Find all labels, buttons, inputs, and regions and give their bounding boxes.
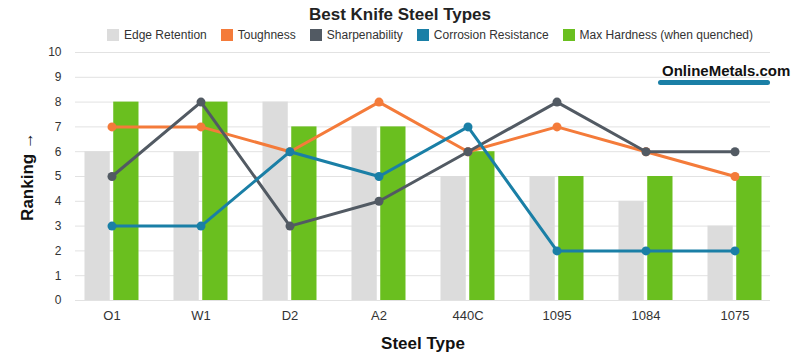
svg-text:3: 3 <box>55 219 62 233</box>
html-text:Edge Retention: Edge Retention <box>124 28 207 42</box>
html-text:Corrosion Resistance: Corrosion Resistance <box>433 28 549 42</box>
svg-text:10: 10 <box>48 45 62 59</box>
svg-text:1075: 1075 <box>721 308 750 323</box>
svg-text:O1: O1 <box>103 308 120 323</box>
svg-text:A2: A2 <box>371 308 387 323</box>
svg-text:W1: W1 <box>191 308 211 323</box>
svg-text:0: 0 <box>55 293 62 307</box>
html-text:OnlineMetals.com: OnlineMetals.com <box>662 62 791 79</box>
svg-text:5: 5 <box>55 169 62 183</box>
svg-text:Ranking →: Ranking → <box>18 132 37 221</box>
svg-text:1084: 1084 <box>632 308 661 323</box>
svg-text:6: 6 <box>55 145 62 159</box>
svg-text:1095: 1095 <box>543 308 572 323</box>
svg-text:D2: D2 <box>282 308 299 323</box>
svg-text:1: 1 <box>55 269 62 283</box>
svg-text:8: 8 <box>55 95 62 109</box>
svg-text:Steel Type: Steel Type <box>381 334 465 353</box>
svg-text:9: 9 <box>55 70 62 84</box>
html-text:Toughness: Toughness <box>237 28 296 42</box>
svg-text:440C: 440C <box>452 308 483 323</box>
svg-text:2: 2 <box>55 244 62 258</box>
html-text:Max Hardness (when quenched): Max Hardness (when quenched) <box>579 28 753 42</box>
html-text:Sharpenability: Sharpenability <box>326 28 403 42</box>
svg-text:4: 4 <box>55 194 62 208</box>
html-text:Best Knife Steel Types: Best Knife Steel Types <box>309 5 491 24</box>
svg-text:7: 7 <box>55 120 62 134</box>
